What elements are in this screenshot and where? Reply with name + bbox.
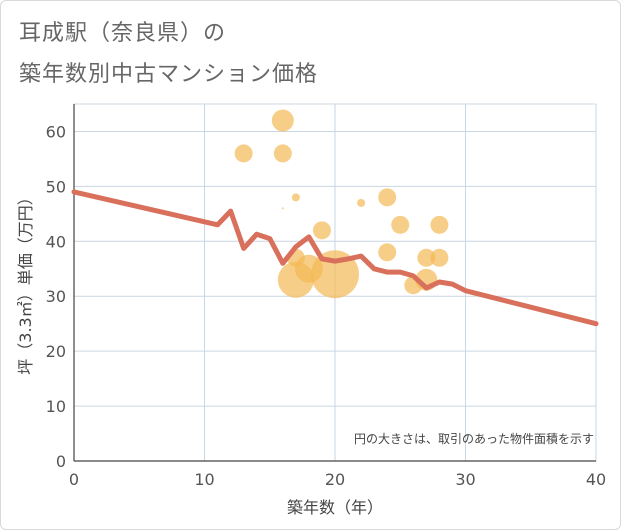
- x-tick-label: 0: [69, 470, 79, 489]
- y-tick-label: 20: [46, 342, 66, 361]
- data-bubble: [234, 144, 253, 163]
- y-tick-label: 40: [46, 232, 66, 251]
- average-price-line: [71, 189, 599, 327]
- data-bubble: [311, 250, 359, 299]
- data-bubble: [271, 109, 294, 132]
- x-tick-label: 20: [325, 470, 345, 489]
- y-tick-label: 10: [46, 397, 66, 416]
- data-bubble: [273, 144, 292, 163]
- data-bubble: [312, 221, 331, 240]
- data-bubble: [378, 243, 397, 262]
- y-tick-label: 60: [46, 122, 66, 141]
- x-tick-label: 30: [455, 470, 475, 489]
- data-bubble: [281, 207, 284, 210]
- y-tick-label: 30: [46, 287, 66, 306]
- chart-title-line-1: 耳成駅（奈良県）の: [19, 21, 227, 46]
- x-tick-label: 40: [586, 470, 606, 489]
- data-bubble: [430, 248, 449, 267]
- data-bubble: [417, 248, 436, 267]
- data-bubble: [430, 215, 449, 234]
- x-tick-labels: 0 10 20 30 40: [69, 470, 606, 489]
- data-bubble: [291, 193, 300, 202]
- y-tick-label: 0: [56, 452, 66, 471]
- data-bubble: [378, 188, 397, 207]
- bubbles: [234, 109, 449, 299]
- data-bubble: [357, 198, 366, 207]
- y-tick-label: 50: [46, 177, 66, 196]
- data-bubble: [391, 215, 410, 234]
- x-axis-label: 築年数（年）: [287, 498, 383, 517]
- y-axis-label: 坪（3.3㎡）単価（万円）: [16, 189, 35, 374]
- y-tick-labels: 0 10 20 30 40 50 60: [46, 122, 66, 471]
- x-tick-label: 10: [194, 470, 214, 489]
- chart-title-line-2: 築年数別中古マンション価格: [19, 62, 319, 87]
- size-note: 円の大きさは、取引のあった物件面積を示す: [354, 431, 594, 446]
- data-bubble: [277, 261, 314, 298]
